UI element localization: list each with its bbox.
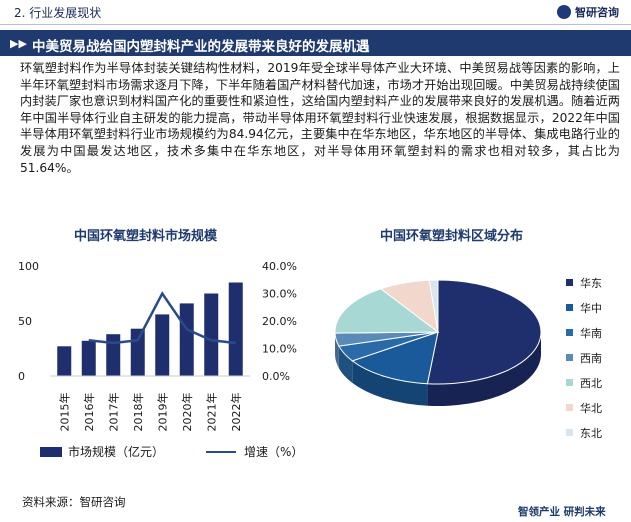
x-axis-tick: 2018年 — [131, 393, 145, 432]
pie-slice-side — [335, 333, 339, 369]
market-size-bar — [179, 303, 194, 376]
banner-title: 中美贸易战给国内塑封料产业的发展带来良好的发展机遇 — [32, 39, 370, 55]
x-axis-tick: 2020年 — [180, 393, 194, 432]
bar-chart-title: 中国环氧塑封料市场规模 — [74, 229, 218, 244]
top-bar: 2. 行业发展现状 智研咨询 — [0, 0, 631, 26]
pie-legend-item: 华东 — [566, 270, 602, 295]
right-axis-tick: 10.0% — [262, 343, 297, 356]
pie-legend-item: 西南 — [566, 345, 602, 370]
market-size-bar — [81, 340, 96, 376]
pie-slice — [351, 331, 439, 385]
footer-slogan: 智领产业 研判未来 — [518, 506, 606, 518]
title-banner: ▶▶ 中美贸易战给国内塑封料产业的发展带来良好的发展机遇 — [0, 30, 631, 56]
left-axis-tick: 100 — [18, 260, 39, 273]
pie-legend-swatch — [566, 279, 573, 286]
legend-swatch-growth — [206, 450, 237, 453]
x-axis-tick: 2015年 — [57, 393, 71, 432]
brand-logo: 智研咨询 — [557, 4, 619, 20]
pie-legend-item: 西北 — [566, 370, 602, 395]
pie-legend-item: 东北 — [566, 420, 602, 445]
pie-legend-swatch — [566, 429, 573, 436]
legend-label-growth: 增速（%） — [244, 445, 304, 459]
pie-legend-item: 华南 — [566, 320, 602, 345]
legend-label-market-size: 市场规模（亿元） — [68, 445, 165, 459]
pie-legend-item: 华北 — [566, 395, 602, 420]
pie-legend-swatch — [566, 354, 573, 361]
pie-legend-label: 西南 — [580, 351, 602, 365]
x-axis-tick: 2022年 — [229, 393, 243, 432]
pie-legend-label: 华东 — [580, 276, 602, 290]
market-size-chart: 100 50 0 40.0% 30.0% 20.0% 10.0% 0.0% 2015年 2016年… — [18, 260, 297, 432]
right-axis-tick: 20.0% — [262, 315, 297, 328]
brand-logo-text: 智研咨询 — [575, 6, 619, 19]
pie-legend-swatch — [566, 379, 573, 386]
right-axis-tick: 0.0% — [262, 370, 290, 383]
header-divider — [0, 24, 631, 25]
pie-chart-title: 中国环氧塑封料区域分布 — [380, 229, 524, 244]
pie-legend-item: 华中 — [566, 295, 602, 320]
pie-legend-label: 华中 — [580, 301, 602, 315]
x-axis-tick: 2017年 — [106, 393, 120, 432]
market-size-bar — [204, 293, 219, 376]
brand-logo-icon — [557, 5, 571, 19]
pie-slice — [426, 279, 542, 385]
left-axis-tick: 0 — [18, 370, 25, 383]
x-axis-tick: 2019年 — [155, 393, 169, 432]
bar-chart-legend: 市场规模（亿元） 增速（%） — [40, 443, 303, 460]
region-pie-chart — [334, 279, 542, 406]
legend-swatch-market-size — [40, 446, 62, 457]
pie-legend-swatch — [566, 304, 573, 311]
section-title: 2. 行业发展现状 — [14, 6, 102, 20]
pie-chart-legend: 华东华中华南西南西北华北东北 — [566, 270, 602, 445]
double-chevron-icon: ▶▶ — [10, 37, 27, 50]
right-axis-tick: 30.0% — [262, 288, 297, 301]
pie-legend-swatch — [566, 329, 573, 336]
x-axis-tick: 2016年 — [82, 393, 96, 432]
pie-slice — [334, 288, 440, 334]
pie-slice — [428, 279, 439, 333]
data-source: 资料来源：智研咨询 — [22, 495, 126, 509]
market-size-bar — [228, 282, 243, 376]
pie-legend-label: 华南 — [580, 326, 602, 340]
x-axis-tick: 2021年 — [204, 393, 218, 432]
pie-legend-label: 西北 — [580, 376, 602, 390]
left-axis-tick: 50 — [18, 315, 32, 328]
pie-legend-label: 华北 — [580, 401, 602, 415]
market-size-bar — [155, 314, 170, 376]
pie-legend-label: 东北 — [580, 426, 602, 440]
market-size-bar — [57, 346, 72, 376]
right-axis-tick: 40.0% — [262, 260, 297, 273]
pie-slice-side — [427, 332, 541, 406]
body-paragraph: 环氧塑封料作为半导体封装关键结构性材料，2019年受全球半导体产业大环境、中美贸… — [20, 61, 620, 175]
market-size-bar — [130, 328, 145, 376]
market-size-bar — [106, 334, 121, 376]
pie-legend-swatch — [566, 404, 573, 411]
pie-slice-side — [338, 346, 353, 383]
growth-rate-line — [88, 291, 236, 345]
